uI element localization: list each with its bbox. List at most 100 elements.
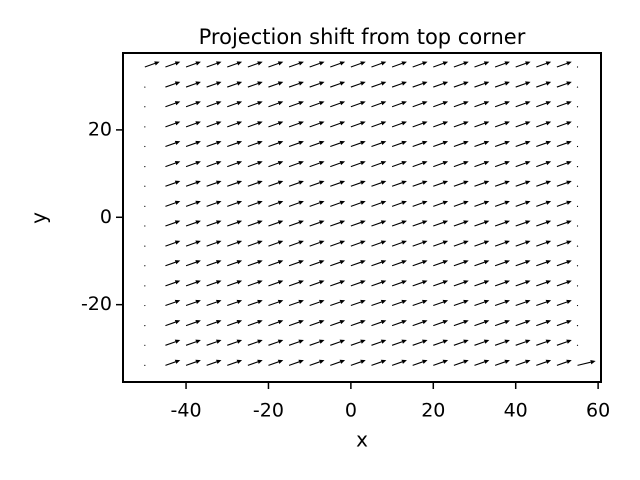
arrow xyxy=(515,101,531,108)
arrow-head xyxy=(319,101,325,106)
arrow-head xyxy=(257,359,263,364)
arrow-head xyxy=(380,200,387,205)
arrow-head xyxy=(545,319,552,325)
arrow-shaft xyxy=(371,182,382,187)
arrow-shaft xyxy=(412,281,423,287)
arrow-shaft xyxy=(165,102,176,108)
arrow-shaft xyxy=(391,202,403,207)
arrow-shaft xyxy=(474,321,485,327)
arrow xyxy=(391,81,407,88)
arrow-head xyxy=(380,339,387,344)
arrow xyxy=(412,319,428,327)
arrow-shaft xyxy=(391,361,403,366)
arrow-shaft xyxy=(371,321,382,327)
arrow-shaft xyxy=(536,361,547,366)
arrow xyxy=(371,359,387,366)
arrow-shaft xyxy=(165,62,176,68)
arrow xyxy=(206,101,222,108)
arrow-shaft xyxy=(433,162,444,168)
arrow-head xyxy=(483,220,490,225)
arrow-head xyxy=(483,319,490,325)
arrow-shaft xyxy=(247,202,259,207)
arrow-head xyxy=(463,200,469,205)
arrow xyxy=(391,180,407,187)
arrow-head xyxy=(174,101,181,106)
arrow-shaft xyxy=(494,301,506,307)
arrow xyxy=(165,200,181,207)
arrow-dot xyxy=(576,185,579,187)
arrow-head xyxy=(319,61,325,66)
arrow-head xyxy=(277,200,284,205)
arrow xyxy=(144,126,146,128)
arrow-shaft xyxy=(412,361,423,366)
arrow xyxy=(268,180,284,187)
arrow xyxy=(412,339,428,346)
arrow-head xyxy=(298,280,304,285)
arrow-head xyxy=(257,160,263,166)
arrow-head xyxy=(195,81,201,86)
arrow-shaft xyxy=(494,102,506,108)
arrow-head xyxy=(360,280,366,285)
arrow xyxy=(556,121,572,128)
arrow-head xyxy=(216,121,222,126)
arrow-head xyxy=(566,81,572,86)
arrow xyxy=(165,121,181,128)
arrow-head xyxy=(236,359,243,364)
arrow xyxy=(474,180,490,187)
arrow xyxy=(412,220,428,227)
arrow xyxy=(206,160,222,168)
arrow xyxy=(391,299,407,307)
arrow-head xyxy=(298,220,304,225)
arrow xyxy=(556,101,572,108)
arrow xyxy=(453,121,469,128)
arrow-dot xyxy=(144,245,146,247)
arrow xyxy=(330,140,346,148)
arrow-head xyxy=(422,319,428,325)
arrow-shaft xyxy=(556,82,568,88)
arrow xyxy=(227,299,243,307)
arrow xyxy=(350,160,366,168)
arrow-shaft xyxy=(391,341,403,346)
arrow xyxy=(576,126,579,128)
arrow xyxy=(227,240,243,247)
arrow xyxy=(391,160,407,168)
arrow-shaft xyxy=(309,202,320,207)
arrow xyxy=(371,240,387,247)
arrow xyxy=(309,101,325,108)
arrow-shaft xyxy=(433,261,444,267)
arrow-head xyxy=(380,101,387,106)
arrow-head xyxy=(401,220,407,225)
arrow-shaft xyxy=(268,82,279,88)
arrow xyxy=(350,359,366,366)
arrow-shaft xyxy=(412,82,423,88)
arrow-shaft xyxy=(515,162,527,168)
arrow xyxy=(536,61,552,68)
arrow xyxy=(412,160,428,168)
arrow xyxy=(391,319,407,327)
arrow-head xyxy=(216,359,222,364)
arrow-head xyxy=(442,299,449,305)
arrow xyxy=(515,121,531,128)
arrow xyxy=(536,81,552,88)
arrow xyxy=(247,121,263,128)
arrow xyxy=(412,299,428,307)
arrow-head xyxy=(380,299,387,305)
arrow-shaft xyxy=(185,142,197,148)
arrow-head xyxy=(216,140,222,145)
arrow xyxy=(453,280,469,287)
arrow-shaft xyxy=(412,182,423,187)
arrow-shaft xyxy=(247,162,259,168)
arrow xyxy=(515,160,531,168)
arrow xyxy=(247,359,263,366)
arrow xyxy=(453,101,469,108)
arrow-head xyxy=(442,260,449,265)
arrow-shaft xyxy=(206,102,217,108)
arrow-head xyxy=(422,280,428,285)
arrow xyxy=(536,101,552,108)
arrow-head xyxy=(525,61,531,66)
arrow-head xyxy=(545,220,552,225)
arrow xyxy=(515,81,531,88)
arrow-head xyxy=(257,121,263,126)
arrow xyxy=(206,339,222,346)
arrow-head xyxy=(566,280,572,285)
